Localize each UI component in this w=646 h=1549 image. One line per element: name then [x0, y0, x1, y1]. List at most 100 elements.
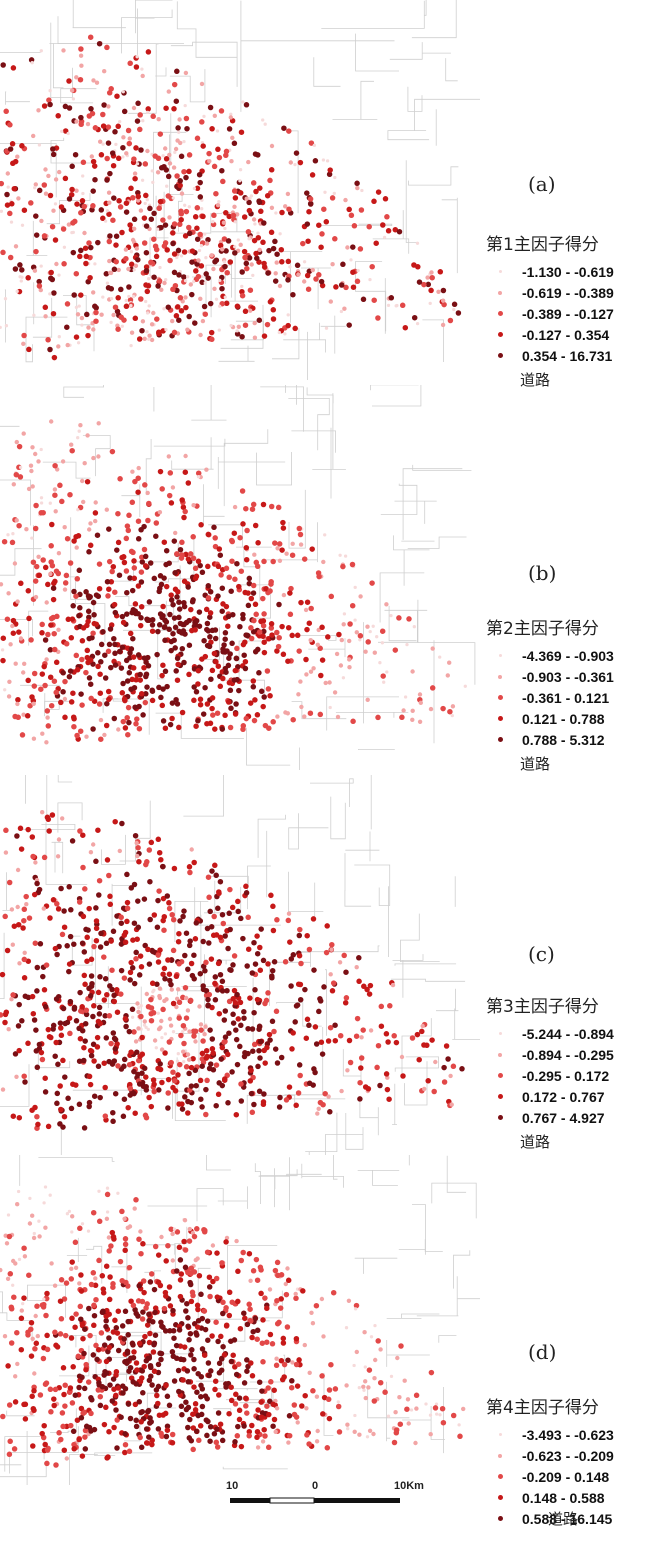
- score-point: [424, 1402, 428, 1406]
- score-point: [61, 1113, 68, 1120]
- score-point: [342, 306, 347, 311]
- score-point: [308, 140, 315, 146]
- road-line: [57, 16, 184, 44]
- score-point: [207, 614, 213, 620]
- score-point: [133, 1039, 139, 1044]
- score-point: [150, 1349, 157, 1355]
- score-point: [206, 1274, 213, 1280]
- score-point: [73, 1018, 80, 1024]
- score-point: [199, 1315, 206, 1322]
- score-point: [159, 1079, 165, 1086]
- score-point: [366, 1367, 373, 1373]
- score-point: [373, 1357, 378, 1363]
- road-line: [285, 385, 298, 405]
- score-point: [147, 277, 151, 281]
- score-point: [3, 827, 9, 834]
- score-point: [167, 470, 174, 476]
- score-point: [171, 329, 178, 336]
- score-point: [375, 1338, 381, 1344]
- score-point: [402, 1378, 407, 1383]
- score-point: [357, 246, 364, 252]
- score-point: [186, 230, 193, 237]
- score-point: [276, 1104, 283, 1110]
- score-point: [267, 1287, 273, 1292]
- score-point: [22, 1416, 29, 1422]
- score-point: [241, 1310, 247, 1316]
- score-point: [6, 591, 11, 596]
- score-point: [171, 251, 178, 257]
- score-point: [365, 639, 371, 645]
- road-legend-label: 道路: [548, 1510, 579, 1528]
- score-point: [298, 679, 303, 684]
- road-line: [220, 304, 264, 349]
- score-point: [135, 475, 141, 481]
- class-4-swatch: [492, 332, 508, 337]
- score-point: [32, 313, 36, 317]
- road-line: [0, 1064, 30, 1107]
- score-point: [223, 565, 230, 572]
- score-point: [216, 1360, 223, 1367]
- score-point: [144, 299, 148, 304]
- score-point: [189, 291, 195, 298]
- score-point: [85, 433, 90, 438]
- score-point: [307, 1370, 312, 1375]
- road-line: [4, 289, 6, 343]
- score-point: [169, 1440, 176, 1446]
- score-point: [425, 1078, 431, 1084]
- score-point: [248, 1278, 253, 1283]
- score-point: [258, 208, 264, 215]
- score-point: [246, 159, 251, 165]
- score-point: [332, 1037, 339, 1044]
- score-point: [173, 1342, 180, 1349]
- road-line: [92, 1373, 138, 1375]
- score-point: [215, 663, 222, 669]
- score-point: [247, 237, 251, 241]
- legend-row: -5.244 - -0.894: [486, 1023, 644, 1044]
- score-point: [148, 1017, 155, 1024]
- score-point: [399, 714, 405, 721]
- score-point: [45, 1123, 52, 1130]
- score-point: [93, 592, 100, 598]
- panel-label-b: (b): [528, 561, 557, 585]
- score-point: [177, 918, 183, 924]
- road-line: [38, 1157, 115, 1162]
- score-point: [131, 575, 138, 582]
- score-point: [160, 662, 166, 668]
- score-point: [350, 269, 356, 275]
- score-point: [167, 1016, 173, 1022]
- road-line: [335, 711, 409, 718]
- road-line: [19, 1155, 21, 1186]
- score-point: [83, 589, 89, 595]
- score-point: [328, 972, 333, 977]
- score-point: [222, 1034, 229, 1040]
- score-point: [214, 1250, 220, 1256]
- score-point: [146, 1094, 152, 1101]
- score-point: [114, 93, 120, 99]
- score-point: [179, 254, 184, 258]
- score-point: [345, 245, 350, 250]
- score-point: [278, 246, 285, 253]
- score-point: [258, 1414, 265, 1420]
- road-line: [26, 220, 48, 256]
- score-point: [191, 1269, 198, 1275]
- score-point: [128, 185, 134, 192]
- score-point: [11, 185, 18, 192]
- score-point: [270, 558, 276, 565]
- road-line: [0, 425, 20, 427]
- score-point: [156, 622, 163, 628]
- score-point: [57, 169, 62, 175]
- score-point: [254, 933, 260, 939]
- score-point: [45, 337, 51, 343]
- score-point: [38, 686, 44, 692]
- score-point: [107, 170, 113, 177]
- score-point: [219, 608, 225, 614]
- score-point: [163, 105, 169, 111]
- score-point: [62, 696, 68, 702]
- score-point: [252, 961, 259, 967]
- score-point: [131, 216, 138, 223]
- score-point: [171, 865, 178, 872]
- score-point: [81, 203, 88, 210]
- score-point: [135, 844, 141, 851]
- score-point: [385, 670, 389, 674]
- score-point: [171, 106, 177, 112]
